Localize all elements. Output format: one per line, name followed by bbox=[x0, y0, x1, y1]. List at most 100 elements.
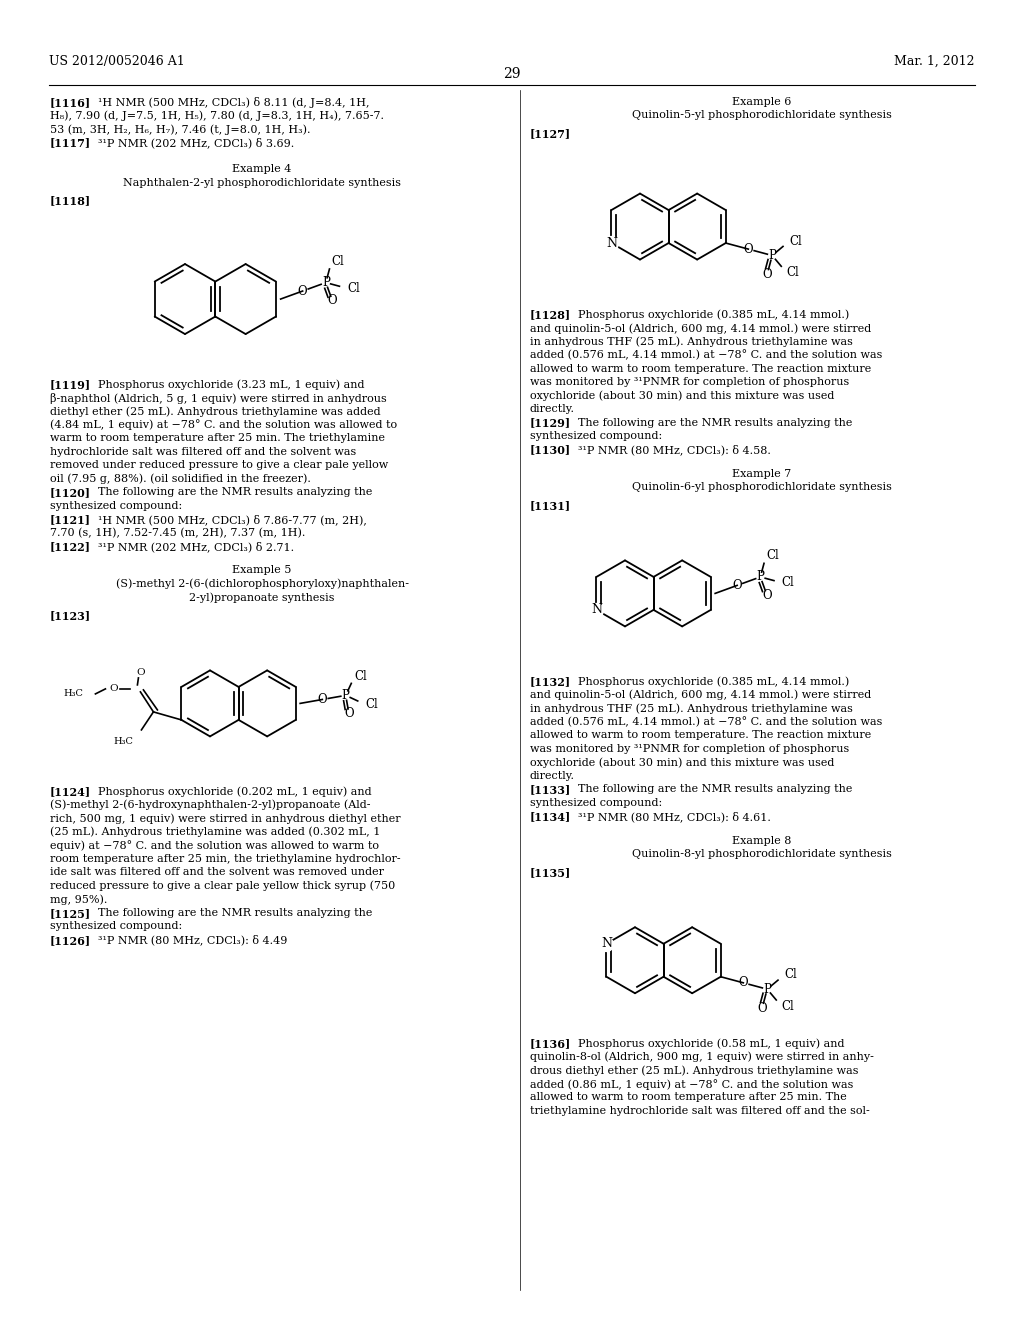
Text: Example 5: Example 5 bbox=[232, 565, 292, 576]
Text: [1120]: [1120] bbox=[50, 487, 91, 498]
Text: (S)-methyl 2-(6-hydroxynaphthalen-2-yl)propanoate (Ald-: (S)-methyl 2-(6-hydroxynaphthalen-2-yl)p… bbox=[50, 800, 371, 810]
Text: [1117]: [1117] bbox=[50, 137, 91, 149]
Text: triethylamine hydrochloride salt was filtered off and the sol-: triethylamine hydrochloride salt was fil… bbox=[530, 1106, 869, 1115]
Text: added (0.576 mL, 4.14 mmol.) at −78° C. and the solution was: added (0.576 mL, 4.14 mmol.) at −78° C. … bbox=[530, 717, 883, 727]
Text: oxychloride (about 30 min) and this mixture was used: oxychloride (about 30 min) and this mixt… bbox=[530, 758, 835, 768]
Text: [1131]: [1131] bbox=[530, 500, 571, 511]
Text: [1133]: [1133] bbox=[530, 784, 571, 796]
Text: (S)-methyl 2-(6-(dichlorophosphoryloxy)naphthalen-: (S)-methyl 2-(6-(dichlorophosphoryloxy)n… bbox=[116, 579, 409, 590]
Text: 7.70 (s, 1H), 7.52-7.45 (m, 2H), 7.37 (m, 1H).: 7.70 (s, 1H), 7.52-7.45 (m, 2H), 7.37 (m… bbox=[50, 528, 305, 537]
Text: directly.: directly. bbox=[530, 771, 575, 781]
Text: The following are the NMR results analyzing the: The following are the NMR results analyz… bbox=[98, 908, 373, 917]
Text: (25 mL). Anhydrous triethylamine was added (0.302 mL, 1: (25 mL). Anhydrous triethylamine was add… bbox=[50, 826, 380, 837]
Text: synthesized compound:: synthesized compound: bbox=[530, 432, 663, 441]
Text: in anhydrous THF (25 mL). Anhydrous triethylamine was: in anhydrous THF (25 mL). Anhydrous trie… bbox=[530, 337, 853, 347]
Text: O: O bbox=[738, 977, 749, 989]
Text: P: P bbox=[322, 276, 330, 289]
Text: [1135]: [1135] bbox=[530, 867, 571, 878]
Text: Cl: Cl bbox=[365, 698, 378, 711]
Text: [1130]: [1130] bbox=[530, 445, 571, 455]
Text: N: N bbox=[601, 937, 612, 950]
Text: ³¹P NMR (80 MHz, CDCl₃): δ 4.58.: ³¹P NMR (80 MHz, CDCl₃): δ 4.58. bbox=[578, 445, 771, 455]
Text: Phosphorus oxychloride (3.23 mL, 1 equiv) and: Phosphorus oxychloride (3.23 mL, 1 equiv… bbox=[98, 379, 365, 389]
Text: Phosphorus oxychloride (0.385 mL, 4.14 mmol.): Phosphorus oxychloride (0.385 mL, 4.14 m… bbox=[578, 310, 849, 321]
Text: [1122]: [1122] bbox=[50, 541, 91, 552]
Text: ³¹P NMR (80 MHz, CDCl₃): δ 4.61.: ³¹P NMR (80 MHz, CDCl₃): δ 4.61. bbox=[578, 812, 771, 822]
Text: Phosphorus oxychloride (0.202 mL, 1 equiv) and: Phosphorus oxychloride (0.202 mL, 1 equi… bbox=[98, 787, 372, 797]
Text: [1128]: [1128] bbox=[530, 310, 571, 321]
Text: [1121]: [1121] bbox=[50, 513, 91, 525]
Text: [1127]: [1127] bbox=[530, 128, 571, 139]
Text: N: N bbox=[591, 603, 602, 616]
Text: H₈), 7.90 (d, J=7.5, 1H, H₅), 7.80 (d, J=8.3, 1H, H₄), 7.65-7.: H₈), 7.90 (d, J=7.5, 1H, H₅), 7.80 (d, J… bbox=[50, 111, 384, 121]
Text: O: O bbox=[344, 708, 353, 721]
Text: quinolin-8-ol (Aldrich, 900 mg, 1 equiv) were stirred in anhy-: quinolin-8-ol (Aldrich, 900 mg, 1 equiv)… bbox=[530, 1052, 873, 1063]
Text: [1124]: [1124] bbox=[50, 787, 91, 797]
Text: O: O bbox=[732, 579, 742, 591]
Text: ³¹P NMR (202 MHz, CDCl₃) δ 2.71.: ³¹P NMR (202 MHz, CDCl₃) δ 2.71. bbox=[98, 541, 294, 552]
Text: N: N bbox=[606, 236, 616, 249]
Text: O: O bbox=[298, 285, 307, 297]
Text: P: P bbox=[757, 570, 764, 583]
Text: O: O bbox=[762, 589, 772, 602]
Text: [1134]: [1134] bbox=[530, 812, 571, 822]
Text: O: O bbox=[317, 693, 327, 706]
Text: Cl: Cl bbox=[766, 549, 779, 562]
Text: allowed to warm to room temperature after 25 min. The: allowed to warm to room temperature afte… bbox=[530, 1092, 847, 1102]
Text: Phosphorus oxychloride (0.385 mL, 4.14 mmol.): Phosphorus oxychloride (0.385 mL, 4.14 m… bbox=[578, 676, 849, 686]
Text: Quinolin-5-yl phosphorodichloridate synthesis: Quinolin-5-yl phosphorodichloridate synt… bbox=[632, 111, 892, 120]
Text: (4.84 mL, 1 equiv) at −78° C. and the solution was allowed to: (4.84 mL, 1 equiv) at −78° C. and the so… bbox=[50, 420, 397, 430]
Text: directly.: directly. bbox=[530, 404, 575, 414]
Text: Quinolin-8-yl phosphorodichloridate synthesis: Quinolin-8-yl phosphorodichloridate synt… bbox=[632, 849, 892, 859]
Text: Naphthalen-2-yl phosphorodichloridate synthesis: Naphthalen-2-yl phosphorodichloridate sy… bbox=[123, 178, 401, 187]
Text: Cl: Cl bbox=[781, 999, 795, 1012]
Text: warm to room temperature after 25 min. The triethylamine: warm to room temperature after 25 min. T… bbox=[50, 433, 385, 444]
Text: added (0.576 mL, 4.14 mmol.) at −78° C. and the solution was: added (0.576 mL, 4.14 mmol.) at −78° C. … bbox=[530, 350, 883, 360]
Text: P: P bbox=[342, 689, 349, 702]
Text: O: O bbox=[762, 268, 772, 281]
Text: Example 8: Example 8 bbox=[732, 836, 792, 846]
Text: Example 4: Example 4 bbox=[232, 165, 292, 174]
Text: The following are the NMR results analyzing the: The following are the NMR results analyz… bbox=[98, 487, 373, 498]
Text: P: P bbox=[763, 982, 771, 995]
Text: Example 7: Example 7 bbox=[732, 469, 792, 479]
Text: Quinolin-6-yl phosphorodichloridate synthesis: Quinolin-6-yl phosphorodichloridate synt… bbox=[632, 482, 892, 492]
Text: was monitored by ³¹PNMR for completion of phosphorus: was monitored by ³¹PNMR for completion o… bbox=[530, 744, 849, 754]
Text: and quinolin-5-ol (Aldrich, 600 mg, 4.14 mmol.) were stirred: and quinolin-5-ol (Aldrich, 600 mg, 4.14… bbox=[530, 690, 871, 701]
Text: O: O bbox=[136, 668, 144, 677]
Text: allowed to warm to room temperature. The reaction mixture: allowed to warm to room temperature. The… bbox=[530, 730, 871, 741]
Text: Phosphorus oxychloride (0.58 mL, 1 equiv) and: Phosphorus oxychloride (0.58 mL, 1 equiv… bbox=[578, 1039, 845, 1049]
Text: 53 (m, 3H, H₂, H₆, H₇), 7.46 (t, J=8.0, 1H, H₃).: 53 (m, 3H, H₂, H₆, H₇), 7.46 (t, J=8.0, … bbox=[50, 124, 310, 135]
Text: drous diethyl ether (25 mL). Anhydrous triethylamine was: drous diethyl ether (25 mL). Anhydrous t… bbox=[530, 1065, 858, 1076]
Text: The following are the NMR results analyzing the: The following are the NMR results analyz… bbox=[578, 417, 852, 428]
Text: US 2012/0052046 A1: US 2012/0052046 A1 bbox=[49, 55, 184, 69]
Text: O: O bbox=[743, 243, 753, 256]
Text: H₃C: H₃C bbox=[63, 689, 83, 698]
Text: Cl: Cl bbox=[354, 669, 368, 682]
Text: Mar. 1, 2012: Mar. 1, 2012 bbox=[895, 55, 975, 69]
Text: reduced pressure to give a clear pale yellow thick syrup (750: reduced pressure to give a clear pale ye… bbox=[50, 880, 395, 891]
Text: Cl: Cl bbox=[781, 576, 795, 589]
Text: [1136]: [1136] bbox=[530, 1039, 571, 1049]
Text: ide salt was filtered off and the solvent was removed under: ide salt was filtered off and the solven… bbox=[50, 867, 384, 878]
Text: ³¹P NMR (80 MHz, CDCl₃): δ 4.49: ³¹P NMR (80 MHz, CDCl₃): δ 4.49 bbox=[98, 935, 288, 945]
Text: [1123]: [1123] bbox=[50, 610, 91, 620]
Text: oil (7.95 g, 88%). (oil solidified in the freezer).: oil (7.95 g, 88%). (oil solidified in th… bbox=[50, 474, 311, 484]
Text: Cl: Cl bbox=[790, 235, 802, 248]
Text: synthesized compound:: synthesized compound: bbox=[530, 797, 663, 808]
Text: equiv) at −78° C. and the solution was allowed to warm to: equiv) at −78° C. and the solution was a… bbox=[50, 841, 379, 851]
Text: ³¹P NMR (202 MHz, CDCl₃) δ 3.69.: ³¹P NMR (202 MHz, CDCl₃) δ 3.69. bbox=[98, 137, 294, 148]
Text: 29: 29 bbox=[503, 67, 521, 81]
Text: H₃C: H₃C bbox=[114, 737, 133, 746]
Text: [1118]: [1118] bbox=[50, 195, 91, 206]
Text: oxychloride (about 30 min) and this mixture was used: oxychloride (about 30 min) and this mixt… bbox=[530, 391, 835, 401]
Text: room temperature after 25 min, the triethylamine hydrochlor-: room temperature after 25 min, the triet… bbox=[50, 854, 400, 863]
Text: Cl: Cl bbox=[332, 255, 344, 268]
Text: was monitored by ³¹PNMR for completion of phosphorus: was monitored by ³¹PNMR for completion o… bbox=[530, 378, 849, 387]
Text: 2-yl)propanoate synthesis: 2-yl)propanoate synthesis bbox=[189, 593, 335, 603]
Text: ¹H NMR (500 MHz, CDCl₃) δ 7.86-7.77 (m, 2H),: ¹H NMR (500 MHz, CDCl₃) δ 7.86-7.77 (m, … bbox=[98, 513, 367, 525]
Text: [1125]: [1125] bbox=[50, 908, 91, 919]
Text: allowed to warm to room temperature. The reaction mixture: allowed to warm to room temperature. The… bbox=[530, 363, 871, 374]
Text: diethyl ether (25 mL). Anhydrous triethylamine was added: diethyl ether (25 mL). Anhydrous triethy… bbox=[50, 407, 381, 417]
Text: P: P bbox=[768, 249, 776, 261]
